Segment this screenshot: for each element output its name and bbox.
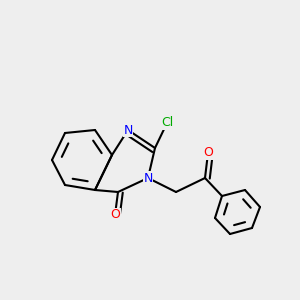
Text: O: O (110, 208, 120, 221)
Text: N: N (123, 124, 133, 136)
Text: Cl: Cl (161, 116, 173, 130)
Text: N: N (143, 172, 153, 184)
Text: O: O (203, 146, 213, 160)
